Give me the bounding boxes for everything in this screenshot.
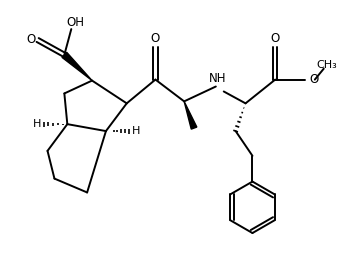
Polygon shape bbox=[62, 52, 92, 81]
Polygon shape bbox=[184, 101, 197, 129]
Text: O: O bbox=[26, 33, 35, 46]
Text: OH: OH bbox=[66, 16, 84, 29]
Text: H: H bbox=[32, 119, 41, 129]
Text: O: O bbox=[309, 73, 318, 86]
Text: H: H bbox=[131, 126, 140, 136]
Text: O: O bbox=[151, 33, 160, 46]
Text: O: O bbox=[271, 33, 280, 46]
Text: NH: NH bbox=[209, 72, 226, 85]
Text: CH₃: CH₃ bbox=[316, 60, 337, 70]
